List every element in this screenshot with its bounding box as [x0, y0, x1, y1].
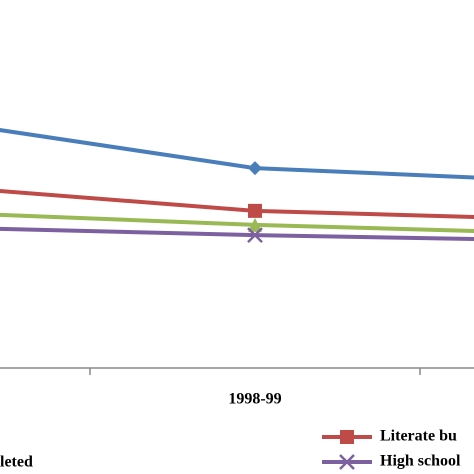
legend-label: High school [380, 453, 461, 470]
legend-label: Literate bu [380, 428, 457, 445]
point-marker [248, 161, 262, 176]
series-line [0, 188, 474, 219]
legend-marker [340, 430, 354, 444]
point-marker [248, 217, 262, 232]
series-line [0, 128, 474, 180]
legend-marker [339, 454, 355, 470]
legend-label: leted [0, 454, 33, 471]
point-marker [248, 203, 262, 218]
x-tick-label: 1998-99 [228, 391, 281, 408]
point-marker [247, 227, 263, 244]
